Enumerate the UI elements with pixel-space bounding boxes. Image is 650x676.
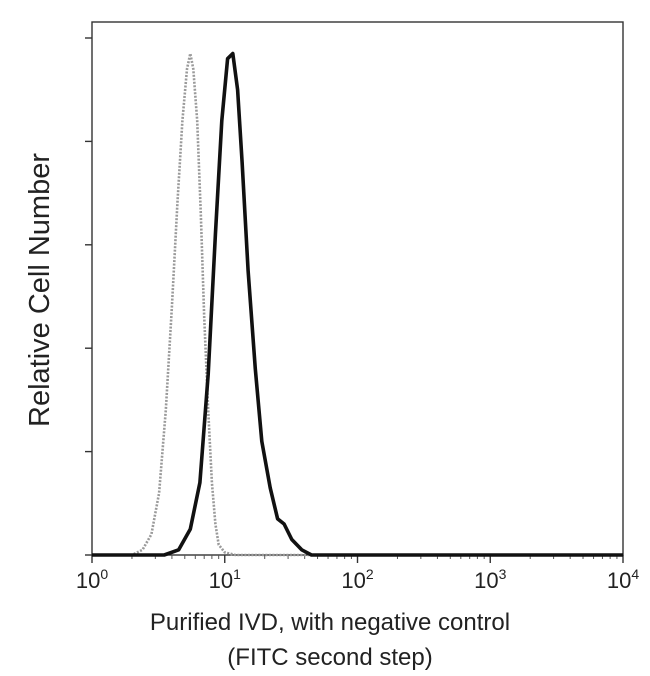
y-axis-ticks [85,37,92,556]
series-layer [92,51,623,557]
series-line-purified-ivd [92,51,623,557]
x-axis-label-line1: Purified IVD, with negative control [150,609,510,636]
series-line-negative-control [92,52,623,557]
x-tick-label-1: 101 [209,566,241,593]
x-tick-label-4: 104 [607,566,639,593]
x-tick-label-0: 100 [76,566,108,593]
x-axis-label-line2: (FITC second step) [227,644,432,671]
x-axis-ticks: 100 101 102 103 104 [76,555,639,593]
y-axis-label: Relative Cell Number [24,153,56,427]
x-tick-label-2: 102 [341,566,373,593]
x-tick-label-3: 103 [474,566,506,593]
